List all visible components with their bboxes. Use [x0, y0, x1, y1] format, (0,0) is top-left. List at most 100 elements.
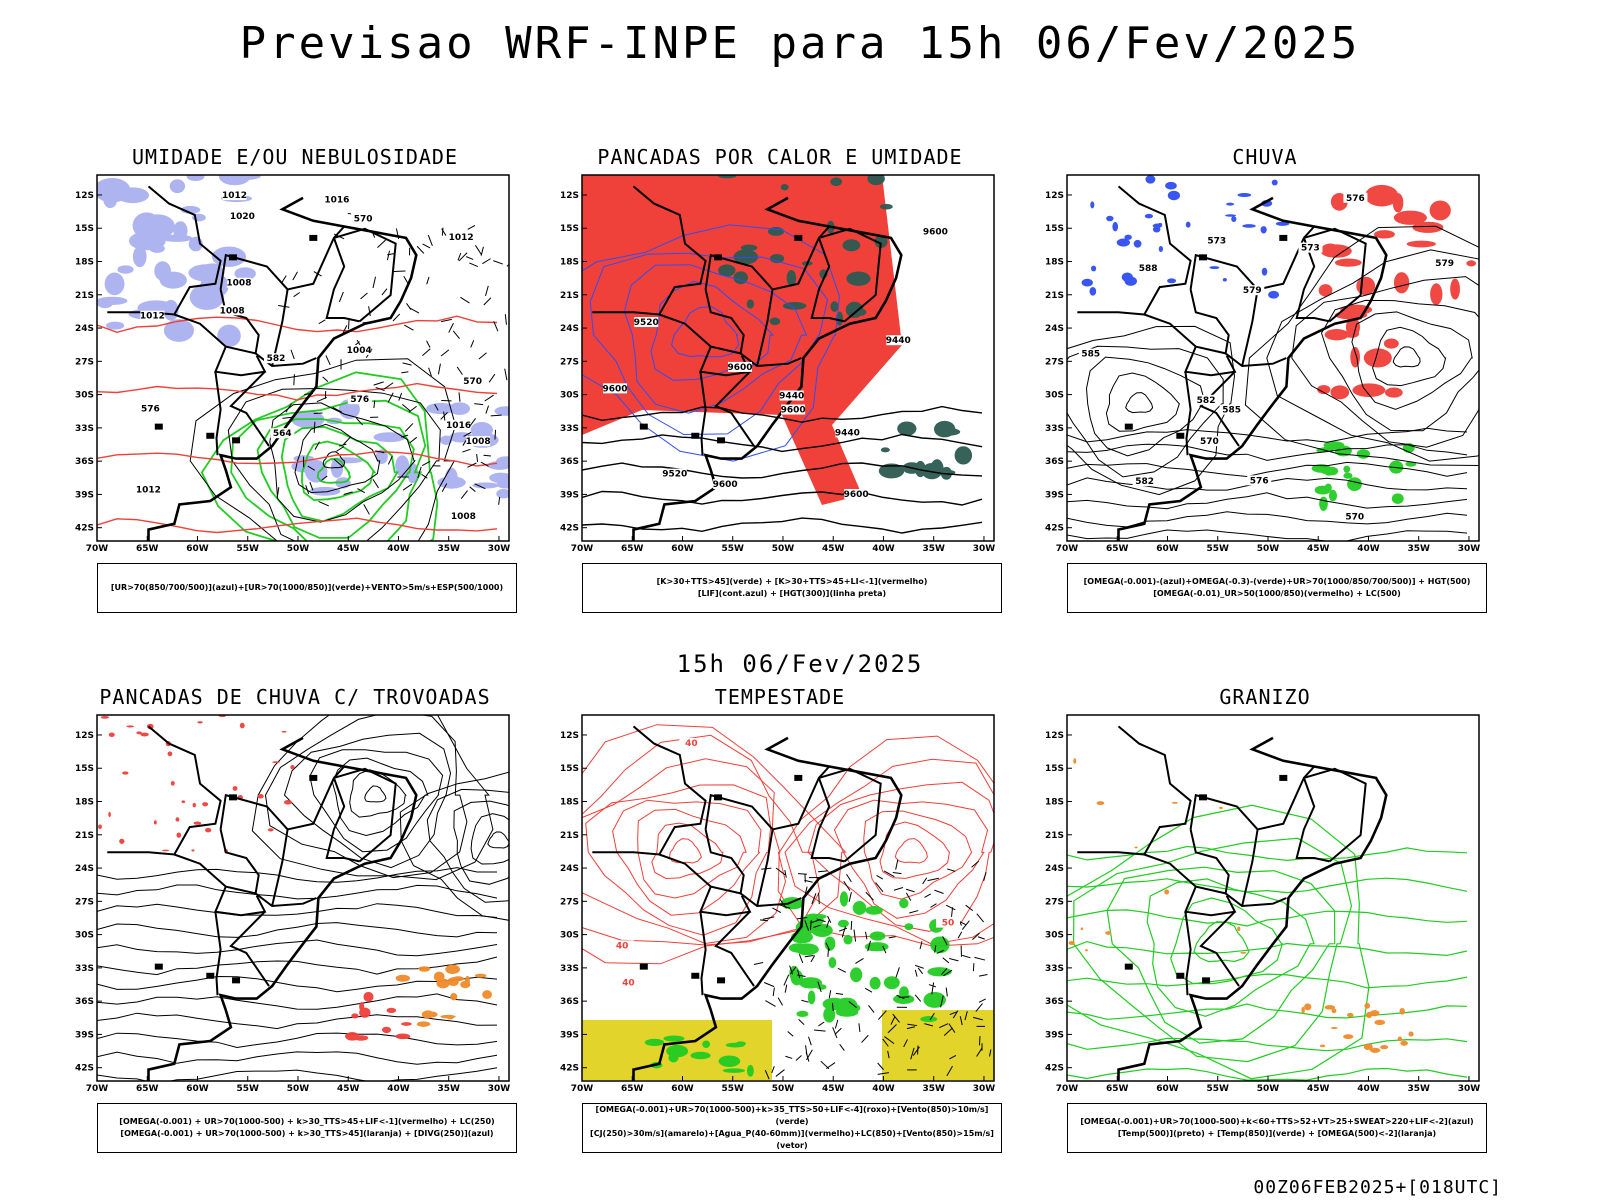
- shade-blob: [1392, 193, 1404, 213]
- map-pancadas: 9600 9600 9600 9600 9600 9520 9520 9440 9440 9440…: [530, 173, 1030, 568]
- shade-blob: [257, 794, 264, 799]
- wind-vectors: [753, 859, 992, 1080]
- lat-tick-label: 42S: [1045, 524, 1064, 534]
- wind-vector: [892, 1013, 900, 1023]
- shade-blob: [1356, 449, 1370, 459]
- wind-vector: [940, 995, 944, 1008]
- shade-blob: [1347, 477, 1362, 491]
- streamline: [1067, 909, 1468, 927]
- legend-line: [K>30+TTS>45](verde) + [K>30+TTS>45+LI<-…: [656, 577, 928, 586]
- shade-blob: [850, 967, 863, 983]
- frame-border: [1066, 714, 1480, 1082]
- map-background: [1015, 173, 1515, 568]
- wind-vector: [865, 931, 868, 940]
- wind-vector: [877, 1062, 884, 1071]
- lat-tick-label: 15S: [1045, 224, 1064, 234]
- frame-border: [581, 714, 995, 1082]
- wind-vector: [409, 436, 418, 444]
- wind-vector: [485, 405, 490, 414]
- wind-vector: [386, 250, 390, 261]
- wind-vector: [360, 292, 368, 300]
- wind-vector: [914, 969, 918, 977]
- streamline: [97, 450, 498, 467]
- lat-tick-label: 42S: [1045, 1064, 1064, 1074]
- contour-line: [1244, 225, 1479, 466]
- shade-blob: [845, 301, 864, 318]
- wind-vector: [458, 392, 461, 402]
- shade-blob: [122, 771, 129, 775]
- border-line: [271, 765, 345, 907]
- wind-vector: [469, 262, 479, 268]
- wind-vector: [408, 307, 420, 314]
- border-line: [219, 253, 289, 291]
- label-bg: [603, 383, 628, 394]
- shade-blob: [181, 800, 186, 804]
- wind-vector: [753, 962, 764, 965]
- wind-vector: [976, 1047, 983, 1057]
- shade-blob: [140, 732, 149, 737]
- shade-blob: [1304, 1003, 1312, 1011]
- wind-vector: [977, 936, 985, 940]
- wind-vector: [887, 1050, 890, 1059]
- shade-blob: [864, 942, 889, 952]
- wind-vector: [882, 945, 887, 954]
- contour-line: [264, 715, 468, 879]
- border-line: [1224, 352, 1287, 368]
- lon-tick-label: 50W: [772, 1084, 795, 1094]
- lon-tick-label: 50W: [287, 1084, 310, 1094]
- lat-tick-label: 24S: [560, 864, 579, 874]
- contour-label: 576: [1346, 194, 1365, 204]
- lat-tick-label: 30S: [560, 391, 579, 401]
- lon-tick-label: 60W: [671, 544, 694, 554]
- shade-blob: [1167, 190, 1181, 201]
- wind-vector: [928, 984, 937, 988]
- border-line: [1077, 725, 1192, 856]
- shade-blob: [1370, 355, 1389, 367]
- contour-labels: 585 582 585 579 576 573 570 588 582 579 576 573 570: [1078, 192, 1457, 523]
- wind-vector: [422, 348, 431, 357]
- wind-vector: [307, 465, 316, 471]
- label-bg: [835, 427, 860, 438]
- shade-blob: [197, 721, 203, 724]
- shade-blob: [1260, 226, 1267, 234]
- streamline: [1067, 443, 1468, 461]
- wind-vector: [798, 1019, 805, 1025]
- wind-vector: [797, 974, 806, 978]
- streamline: [1067, 1067, 1468, 1081]
- contour-label: 9600: [713, 480, 738, 490]
- wind-vector: [865, 891, 874, 901]
- contour-labels: 1012 1008 1012 1016 1008 1012 1004 1008 1012 1016…: [136, 190, 491, 522]
- shade-blob: [108, 732, 115, 737]
- lat-tick-label: 42S: [560, 524, 579, 534]
- lon-tick-label: 35W: [1407, 1084, 1430, 1094]
- border-line: [1199, 370, 1240, 447]
- lat-tick-label: 39S: [75, 490, 94, 500]
- wind-vector: [771, 1066, 775, 1074]
- wind-vector: [864, 987, 873, 993]
- lat-tick-label: 18S: [75, 258, 94, 268]
- contour-line: [777, 735, 994, 947]
- wind-vector: [834, 1027, 842, 1035]
- shade-blob: [193, 821, 202, 825]
- lon-tick-label: 65W: [621, 1084, 644, 1094]
- shade-blob: [1209, 266, 1220, 270]
- contour-line: [453, 800, 509, 885]
- contour-label: 570: [1345, 513, 1364, 523]
- shade-blob: [1343, 330, 1360, 338]
- shade-blob: [1164, 889, 1170, 895]
- wind-vector: [339, 443, 347, 447]
- lake-mark: [713, 794, 722, 801]
- shade-blob: [1430, 283, 1443, 306]
- shade-blob: [1112, 221, 1119, 232]
- border-line: [810, 237, 845, 323]
- shade-blob: [426, 402, 456, 415]
- lon-tick-label: 30W: [973, 544, 996, 554]
- wind-vector: [978, 1036, 981, 1046]
- shade-blob: [1393, 272, 1410, 294]
- shade-blob: [290, 764, 295, 770]
- streamline: [1067, 492, 1468, 510]
- wind-vector: [458, 252, 468, 262]
- shade-blob: [1134, 846, 1138, 849]
- map-background: [45, 713, 545, 1108]
- border-line: [333, 767, 397, 863]
